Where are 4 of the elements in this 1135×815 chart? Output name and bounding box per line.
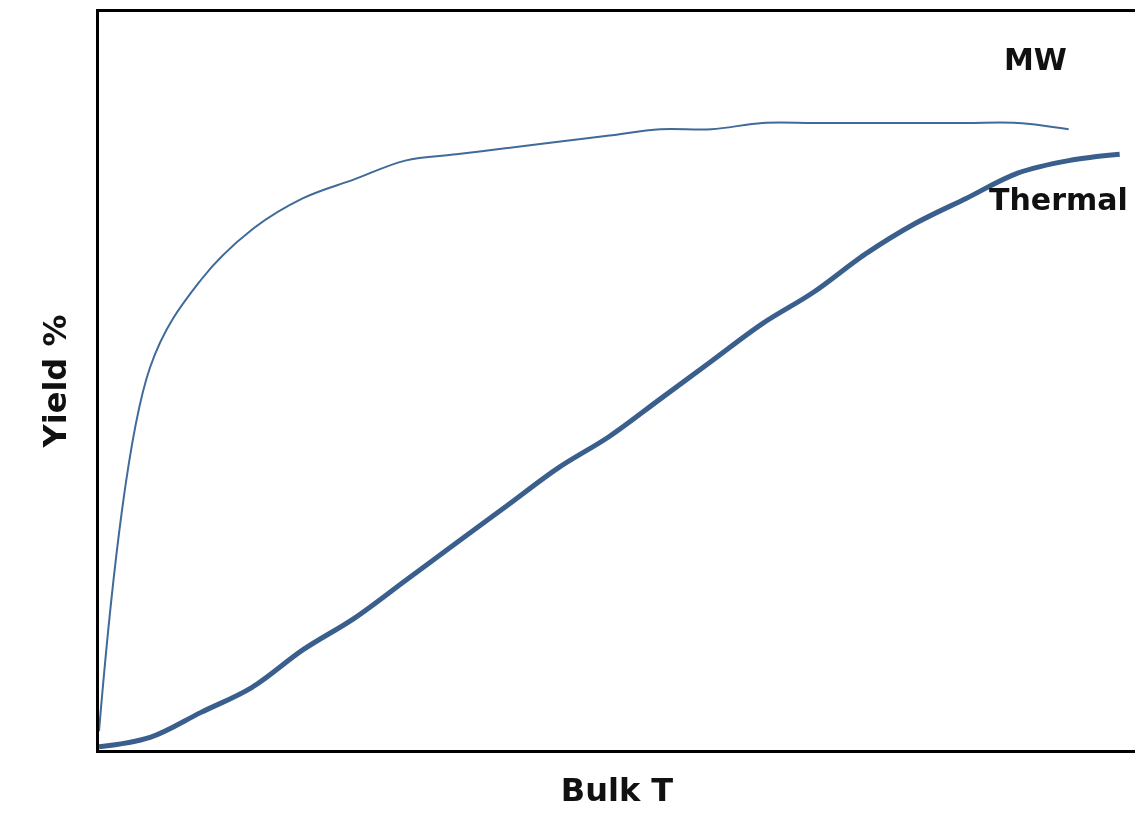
y-axis-title: Yield % [36,314,75,449]
series-label: Thermal [989,182,1128,217]
x-axis-title: Bulk T [560,771,674,810]
series-label: MW [1004,42,1067,77]
